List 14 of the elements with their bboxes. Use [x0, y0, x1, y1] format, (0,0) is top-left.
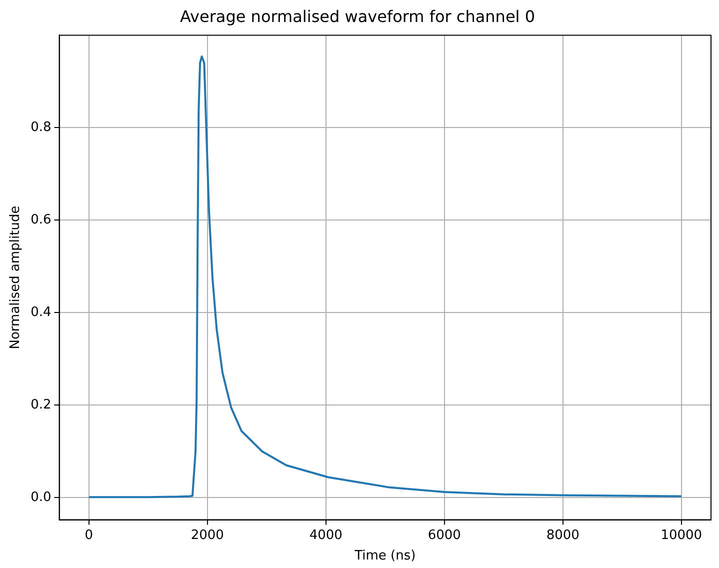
y-axis-title: Normalised amplitude [8, 206, 24, 350]
x-axis-title: Time (ns) [354, 548, 416, 564]
y-tick-label: 0.2 [30, 398, 52, 412]
y-tick-label: 0.6 [30, 212, 52, 228]
y-tick-label: 0.8 [30, 120, 52, 136]
y-tick-label: 0.0 [30, 490, 52, 505]
x-tick-label: 10000 [660, 528, 702, 543]
y-tick-label: 0.4 [30, 305, 52, 320]
x-tick-label: 8000 [546, 528, 580, 543]
x-tick-label: 6000 [428, 528, 461, 543]
x-tick-label: 2000 [190, 528, 224, 543]
chart-title: Average normalised waveform for channel 0 [180, 6, 535, 26]
x-tick-label: 4000 [309, 528, 342, 543]
x-tick-label: 0 [84, 528, 94, 543]
